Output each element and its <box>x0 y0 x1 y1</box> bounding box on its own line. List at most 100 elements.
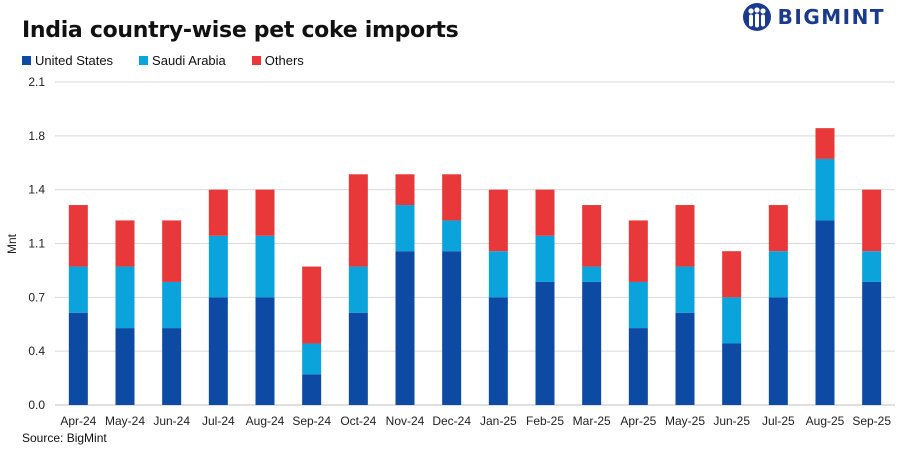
x-tick-label: Nov-24 <box>386 414 425 428</box>
bar-segment-others <box>675 205 695 267</box>
bar-segment-us <box>628 328 648 405</box>
bar-segment-us <box>582 281 602 405</box>
y-tick-label: 0.7 <box>28 290 45 304</box>
x-tick-label: Dec-24 <box>432 414 471 428</box>
legend-swatch-saudi <box>139 56 149 65</box>
source-note: Source: BigMint <box>22 431 107 445</box>
x-tick-label: Jul-24 <box>202 414 235 428</box>
bar-segment-saudi <box>302 343 322 375</box>
bar-segment-others <box>208 189 228 236</box>
bar-segment-saudi <box>535 235 555 282</box>
legend-item-saudi: Saudi Arabia <box>139 53 226 68</box>
x-tick-label: Sep-25 <box>852 414 891 428</box>
people-icon <box>742 3 771 31</box>
x-tick-label: May-24 <box>105 414 145 428</box>
bar-segment-us <box>68 312 88 405</box>
bar-segment-others <box>862 189 882 252</box>
x-tick-label: Apr-24 <box>60 414 96 428</box>
legend-item-us: United States <box>22 53 113 68</box>
bar-segment-others <box>348 174 368 267</box>
bar-segment-saudi <box>488 251 508 298</box>
x-tick-label: Mar-25 <box>573 414 611 428</box>
bar-segment-others <box>442 174 462 221</box>
bar-segment-us <box>302 374 322 405</box>
x-tick-label: Jan-25 <box>480 414 517 428</box>
bar-segment-saudi <box>115 266 135 329</box>
bar-segment-us <box>162 328 182 405</box>
bar-segment-others <box>488 189 508 252</box>
bar-segment-saudi <box>722 297 742 344</box>
brand-logo: BIGMINT <box>742 2 885 32</box>
bar-segment-others <box>68 205 88 267</box>
bar-segment-saudi <box>162 281 182 329</box>
bar-segment-us <box>815 220 835 405</box>
bar-segment-others <box>815 128 835 159</box>
bar-segment-us <box>722 343 742 405</box>
bar-segment-us <box>395 251 415 405</box>
chart-legend: United States Saudi Arabia Others <box>22 53 304 68</box>
gridlines <box>55 81 895 406</box>
x-tick-label: Aug-25 <box>806 414 845 428</box>
bar-segment-us <box>488 297 508 405</box>
bar-segment-us <box>768 297 788 405</box>
y-tick-label: 0.0 <box>28 398 45 412</box>
y-tick-label: 0.4 <box>28 344 45 358</box>
bar-segment-saudi <box>68 266 88 313</box>
y-axis: 0.0 0.4 0.7 1.1 1.4 1.8 2.1 <box>28 75 45 412</box>
bar-segment-saudi <box>768 251 788 298</box>
bar-segment-others <box>255 189 275 236</box>
x-tick-label: Jul-25 <box>762 414 795 428</box>
brand-name: BIGMINT <box>777 5 885 29</box>
bar-segment-saudi <box>348 266 368 313</box>
y-axis-title: Mnt <box>5 233 19 254</box>
legend-label-saudi: Saudi Arabia <box>152 53 226 68</box>
bar-segment-us <box>208 297 228 405</box>
bar-segment-saudi <box>628 281 648 329</box>
bar-segment-saudi <box>208 235 228 298</box>
y-tick-label: 1.1 <box>28 237 45 251</box>
y-tick-label: 1.4 <box>28 183 45 197</box>
x-tick-label: Aug-24 <box>246 414 285 428</box>
y-tick-label: 1.8 <box>28 129 45 143</box>
bar-segment-saudi <box>442 220 462 252</box>
x-tick-label: Apr-25 <box>620 414 656 428</box>
bar-segment-us <box>862 281 882 405</box>
bar-segment-us <box>348 312 368 405</box>
bar-segment-us <box>115 328 135 405</box>
bar-segment-us <box>535 281 555 405</box>
x-tick-label: Sep-24 <box>292 414 331 428</box>
bar-segment-others <box>115 220 135 267</box>
legend-label-us: United States <box>35 53 114 68</box>
bar-segment-us <box>255 297 275 405</box>
bar-segment-saudi <box>255 235 275 298</box>
bar-segment-saudi <box>862 251 882 282</box>
x-tick-label: Feb-25 <box>526 414 564 428</box>
bar-segment-saudi <box>815 158 835 221</box>
x-axis: Apr-24 May-24 Jun-24 Jul-24 Aug-24 Sep-24 Oct-… <box>60 414 891 428</box>
bar-segment-others <box>582 205 602 267</box>
bar-segment-others <box>628 220 648 282</box>
bar-segment-us <box>675 312 695 405</box>
x-tick-label: Jun-24 <box>153 414 190 428</box>
x-tick-label: May-25 <box>665 414 705 428</box>
x-tick-label: Oct-24 <box>340 414 376 428</box>
bar-segment-others <box>302 266 322 344</box>
bars <box>68 128 882 405</box>
bar-segment-us <box>442 251 462 405</box>
chart-title: India country-wise pet coke imports <box>22 18 459 43</box>
bar-segment-saudi <box>582 266 602 282</box>
bar-segment-saudi <box>675 266 695 313</box>
bar-segment-others <box>395 174 415 206</box>
legend-swatch-us <box>22 56 31 65</box>
bar-segment-others <box>535 189 555 236</box>
legend-label-others: Others <box>264 53 304 68</box>
legend-item-others: Others <box>251 53 304 68</box>
bar-segment-others <box>162 220 182 282</box>
bar-segment-others <box>768 205 788 252</box>
x-tick-label: Jun-25 <box>713 414 750 428</box>
y-tick-label: 2.1 <box>28 75 45 89</box>
bar-segment-others <box>722 251 742 298</box>
bar-segment-saudi <box>395 205 415 252</box>
legend-swatch-others <box>251 56 261 65</box>
